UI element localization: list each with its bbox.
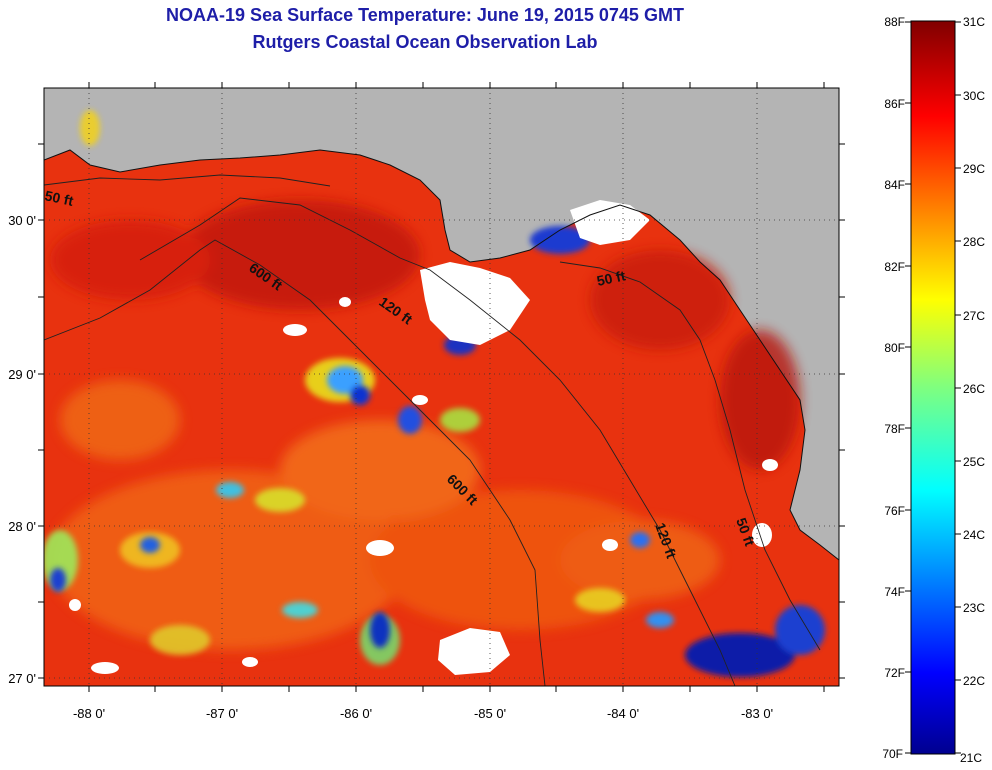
contour-120ft [139, 197, 736, 686]
lon-label: -88 0' [73, 706, 105, 721]
lat-label: 30 0' [8, 213, 36, 228]
map-subtitle: Rutgers Coastal Ocean Observation Lab [252, 32, 598, 52]
contour-label: 50 ft [595, 267, 627, 289]
colorbar-c-label: 22C [963, 674, 985, 688]
colorbar-c-label: 29C [963, 162, 985, 176]
colorbar-c-label: 31C [963, 15, 985, 29]
lat-label: 29 0' [8, 367, 36, 382]
lon-label: -83 0' [741, 706, 773, 721]
colorbar-c-label: 26C [963, 382, 985, 396]
colorbar-f-label: 82F [884, 260, 905, 274]
lon-label: -84 0' [607, 706, 639, 721]
map-title: NOAA-19 Sea Surface Temperature: June 19… [166, 5, 684, 25]
plot-frame [43, 87, 840, 687]
colorbar-c-label: 30C [963, 89, 985, 103]
colorbar-c-label: 21C [960, 751, 982, 765]
colorbar-f-label: 70F [882, 747, 903, 761]
colorbar-f-label: 72F [884, 666, 905, 680]
contour-50ft-west [44, 174, 331, 187]
contour-50ft-east [559, 261, 821, 651]
colorbar-c-label: 24C [963, 528, 985, 542]
lat-label: 28 0' [8, 519, 36, 534]
colorbar-f-label: 78F [884, 422, 905, 436]
lon-label: -85 0' [474, 706, 506, 721]
colorbar-f-label: 88F [884, 15, 905, 29]
lat-label: 27 0' [8, 671, 36, 686]
colorbar-c-label: 25C [963, 455, 985, 469]
colorbar-c-label: 23C [963, 601, 985, 615]
contour-label: 50 ft [43, 187, 75, 209]
colorbar-f-label: 74F [884, 585, 905, 599]
colorbar-f-label: 76F [884, 504, 905, 518]
lon-label: -86 0' [340, 706, 372, 721]
colorbar-c-label: 28C [963, 235, 985, 249]
coastline [44, 149, 839, 561]
colorbar-f-label: 84F [884, 178, 905, 192]
contour-600ft [44, 239, 546, 686]
colorbar [910, 20, 956, 755]
colorbar-c-label: 27C [963, 309, 985, 323]
colorbar-f-label: 80F [884, 341, 905, 355]
lon-label: -87 0' [206, 706, 238, 721]
colorbar-f-label: 86F [884, 97, 905, 111]
